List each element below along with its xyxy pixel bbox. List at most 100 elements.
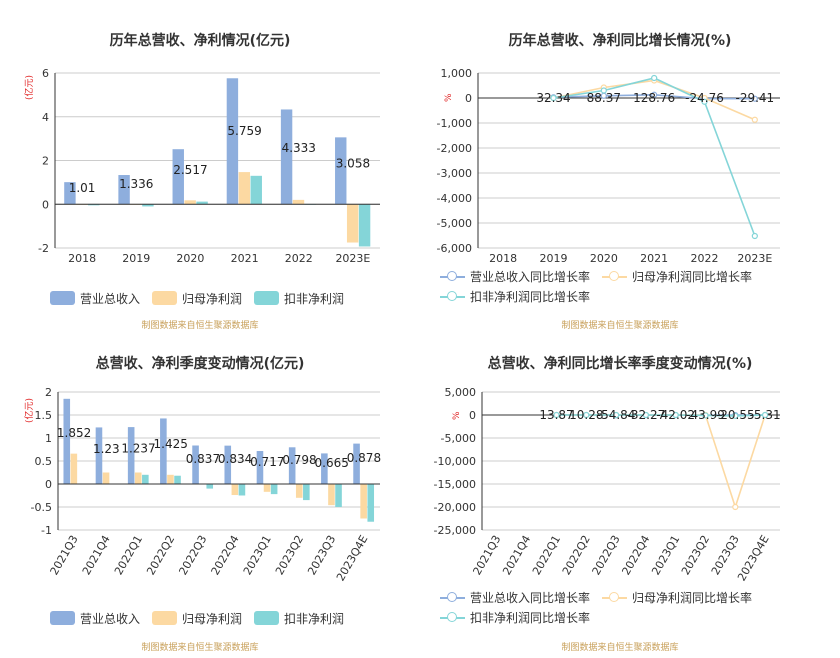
y-tick-label: -0.5: [31, 501, 52, 514]
bar: [118, 175, 130, 205]
data-label: 5.759: [227, 124, 261, 138]
x-tick-label: 2018: [68, 252, 96, 265]
y-tick-label: -1: [41, 524, 52, 537]
data-label: 32.34: [536, 91, 570, 105]
data-label: -32.27: [627, 408, 666, 422]
data-label: 1.425: [154, 437, 188, 451]
data-label: 88.37: [587, 91, 621, 105]
data-label: -29.41: [735, 91, 774, 105]
chart-legend: 营业总收入 归母净利润 扣非净利润: [50, 288, 356, 308]
bar: [231, 484, 239, 496]
legend-label: 营业总收入: [80, 291, 141, 306]
bar: [303, 484, 310, 501]
bar: [238, 172, 251, 205]
legend-item-parent-profit-growth[interactable]: 归母净利润同比增长率: [602, 587, 752, 607]
x-tick-label: 2022Q4: [619, 533, 652, 577]
bar: [63, 398, 71, 484]
legend-item-parent-profit[interactable]: 归母净利润: [152, 608, 242, 628]
data-label: 1.237: [121, 442, 155, 456]
legend-item-deducted-profit[interactable]: 扣非净利润: [254, 608, 344, 628]
legend-label: 扣非净利润同比增长率: [470, 289, 591, 304]
legend-label: 归母净利润同比增长率: [632, 590, 753, 605]
y-tick-label: 0.5: [35, 455, 53, 468]
legend-item-revenue-growth[interactable]: 营业总收入同比增长率: [440, 266, 590, 286]
legend-label: 营业总收入: [80, 611, 141, 626]
y-tick-label: 5,000: [445, 386, 477, 399]
bar: [167, 474, 174, 484]
x-tick-label: 2023E: [335, 252, 370, 265]
bar: [206, 484, 214, 489]
x-tick-label: 2019: [122, 252, 150, 265]
annual-growth-panel: 历年总营收、净利同比增长情况(%) % 1,000 0 -1,000 -2,000 -3…: [420, 0, 840, 331]
x-tick-label: 2019: [540, 252, 568, 265]
data-point: [701, 98, 708, 105]
legend-item-revenue-growth[interactable]: 营业总收入同比增长率: [440, 587, 590, 607]
legend-item-deducted-profit-growth[interactable]: 扣非净利润同比增长率: [440, 607, 590, 627]
x-tick-label: 2020: [590, 252, 618, 265]
data-label: 13.87: [539, 408, 573, 422]
data-point: [702, 412, 709, 419]
bar: [224, 445, 232, 484]
data-label: -24.76: [685, 91, 724, 105]
bar: [335, 484, 342, 507]
annual-revenue-profit-panel: 历年总营收、净利情况(亿元) (亿元) -2 0 2 4 6 2018 2019 2020 20…: [0, 0, 420, 331]
bar: [256, 451, 264, 484]
y-tick-label: -10,000: [434, 455, 476, 468]
data-point: [553, 411, 560, 419]
legend-label: 扣非净利润: [284, 291, 345, 306]
x-tick-label: 2023Q3: [709, 533, 742, 577]
x-tick-label: 2022Q2: [144, 533, 177, 577]
x-tick-label: 2023Q1: [649, 533, 682, 577]
data-label: 0.834: [218, 452, 252, 466]
legend-item-deducted-profit[interactable]: 扣非净利润: [254, 288, 344, 308]
data-point: [642, 411, 649, 419]
bar: [358, 204, 371, 247]
x-tick-label: 2022Q1: [112, 533, 145, 577]
bar: [174, 475, 181, 484]
y-tick-label: -3,000: [437, 167, 472, 180]
x-tick-label: 2022Q2: [560, 533, 593, 577]
data-label: 10.28: [569, 408, 603, 422]
data-point: [732, 503, 739, 511]
data-source-note: 制图数据来自恒生聚源数据库: [561, 321, 679, 331]
bar: [172, 149, 184, 205]
bar: [160, 418, 167, 484]
legend-item-parent-profit[interactable]: 归母净利润: [152, 288, 242, 308]
data-point: [751, 95, 758, 102]
y-tick-label: 0: [45, 478, 52, 491]
bar: [360, 484, 367, 519]
legend-item-deducted-profit-growth[interactable]: 扣非净利润同比增长率: [440, 286, 590, 306]
y-tick-label: -20,000: [434, 501, 476, 514]
x-tick-label: 2021Q4: [80, 533, 113, 577]
x-tick-label: 2022Q3: [176, 533, 209, 577]
y-tick-label: -15,000: [434, 478, 476, 491]
data-label: -5.31: [750, 408, 781, 422]
y-tick-label: 2: [45, 386, 52, 399]
legend-label: 归母净利润: [182, 291, 243, 306]
data-label: 128.76: [633, 91, 675, 105]
bar: [292, 199, 305, 205]
data-label: 0.798: [282, 453, 316, 467]
x-tick-label: 2023Q1: [241, 533, 274, 577]
legend-item-revenue[interactable]: 营业总收入: [50, 608, 140, 628]
y-tick-label: -5,000: [441, 432, 476, 445]
quarterly-growth-chart: 5,000 0 -5,000 -10,000 -15,000 -20,000 -25,000…: [434, 386, 781, 583]
y-tick-label: -5,000: [437, 217, 472, 230]
data-label: 0.837: [186, 452, 220, 466]
data-label: 4.333: [282, 141, 316, 155]
x-tick-label: 2021: [640, 252, 668, 265]
data-point: [651, 74, 658, 82]
x-tick-label: 2021: [231, 252, 259, 265]
y-tick-label: 2: [42, 155, 49, 168]
x-tick-label: 2022Q4: [209, 533, 242, 577]
y-tick-label: -4,000: [437, 192, 472, 205]
annual-growth-chart: 1,000 0 -1,000 -2,000 -3,000 -4,000 -5,000 -6,0…: [437, 67, 780, 265]
legend-item-parent-profit-growth[interactable]: 归母净利润同比增长率: [602, 266, 752, 286]
data-label: 0.878: [347, 451, 381, 465]
legend-item-revenue[interactable]: 营业总收入: [50, 288, 140, 308]
bar: [328, 484, 335, 506]
bar: [321, 453, 328, 484]
data-label: 3.058: [336, 156, 370, 170]
data-point: [762, 411, 769, 419]
y-tick-label: 0: [465, 92, 472, 105]
